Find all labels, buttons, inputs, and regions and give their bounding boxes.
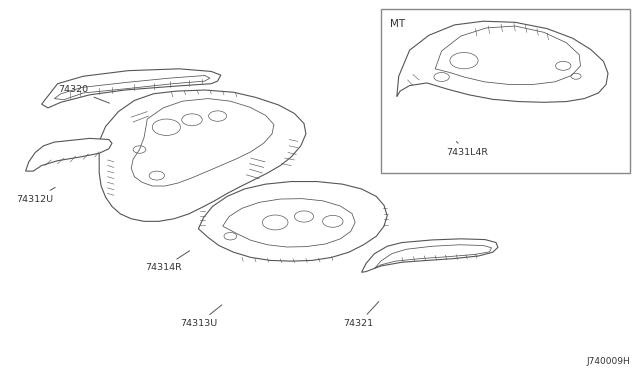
Text: MT: MT (390, 19, 406, 29)
Polygon shape (26, 138, 112, 171)
Text: 74321: 74321 (343, 301, 379, 328)
Text: 74312U: 74312U (17, 187, 55, 203)
Bar (381, 9, 630, 173)
Polygon shape (99, 90, 306, 221)
Text: 74314R: 74314R (145, 251, 189, 272)
Polygon shape (42, 69, 221, 108)
Polygon shape (397, 21, 608, 102)
Polygon shape (362, 239, 498, 272)
Polygon shape (198, 182, 387, 261)
Text: 7431L4R: 7431L4R (446, 141, 488, 157)
Text: J740009H: J740009H (587, 357, 630, 366)
Text: 74320: 74320 (58, 85, 109, 103)
Text: 74313U: 74313U (180, 305, 222, 328)
